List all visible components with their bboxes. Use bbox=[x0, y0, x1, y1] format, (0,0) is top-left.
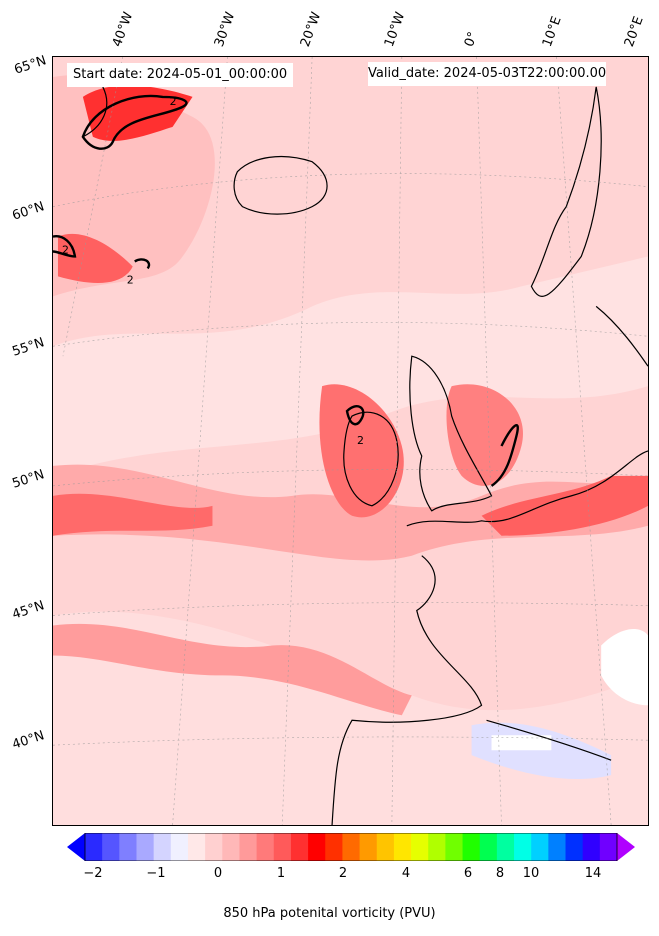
lon-label: 10°W bbox=[381, 10, 409, 49]
lat-label: 55°N bbox=[10, 335, 47, 360]
colorbar-tick: −2 bbox=[83, 866, 103, 881]
colorbar-cell bbox=[514, 833, 532, 861]
contour-label: 2 bbox=[170, 95, 177, 108]
lat-label: 65°N bbox=[12, 53, 49, 78]
colorbar-cell bbox=[445, 833, 464, 861]
lon-label: 20°E bbox=[621, 14, 647, 50]
colorbar-cell bbox=[256, 833, 275, 861]
colorbar-tick: −1 bbox=[146, 866, 166, 881]
lat-label: 40°N bbox=[10, 728, 47, 753]
colorbar-tick: 2 bbox=[338, 866, 348, 881]
colorbar-cell bbox=[102, 833, 120, 861]
colorbar-cell bbox=[496, 833, 515, 861]
colorbar-cell bbox=[531, 833, 549, 861]
colorbar-cell bbox=[187, 833, 206, 861]
colorbar-cell bbox=[325, 833, 343, 861]
lon-label: 30°W bbox=[211, 10, 239, 49]
colorbar-extend-min bbox=[67, 833, 85, 861]
colorbar-cell bbox=[222, 833, 240, 861]
colorbar-tick: 14 bbox=[584, 866, 602, 881]
colorbar-tick: 8 bbox=[495, 866, 505, 881]
valid-date-label: Valid_date: 2024-05-03T22:00:00.00 bbox=[368, 62, 607, 86]
start-date-label: Start date: 2024-05-01_00:00:00 bbox=[67, 63, 294, 87]
lat-label: 60°N bbox=[10, 199, 47, 224]
colorbar-tick: 10 bbox=[522, 866, 540, 881]
colorbar-tick: 6 bbox=[463, 866, 473, 881]
colorbar-cell bbox=[85, 833, 103, 861]
pv-field: 2 2 2 2 bbox=[53, 57, 648, 825]
colorbar-cell bbox=[393, 833, 412, 861]
lon-label: 40°W bbox=[109, 10, 137, 49]
colorbar-cell bbox=[479, 833, 498, 861]
colorbar-cell bbox=[582, 833, 601, 861]
colorbar-cell bbox=[290, 833, 309, 861]
colorbar-ticks: −2 −1 0 1 2 4 6 8 10 14 bbox=[0, 866, 659, 886]
colorbar-cell bbox=[239, 833, 258, 861]
colorbar-tick: 1 bbox=[276, 866, 286, 881]
colorbar-cell bbox=[273, 833, 292, 861]
contour-label: 2 bbox=[357, 434, 364, 447]
lon-label: 10°E bbox=[539, 14, 565, 50]
colorbar-cell bbox=[599, 833, 618, 861]
lat-label: 50°N bbox=[10, 467, 47, 492]
colorbar-tick: 4 bbox=[401, 866, 411, 881]
colorbar-cell bbox=[136, 833, 155, 861]
colorbar bbox=[67, 833, 635, 861]
colorbar-cell bbox=[119, 833, 137, 861]
lat-label: 45°N bbox=[10, 598, 47, 623]
lon-label: 20°W bbox=[297, 10, 325, 49]
colorbar-label: 850 hPa potenital vorticity (PVU) bbox=[223, 906, 436, 921]
colorbar-cell bbox=[308, 833, 326, 861]
contour-label: 2 bbox=[62, 243, 69, 256]
colorbar-cell bbox=[342, 833, 361, 861]
colorbar-cell bbox=[205, 833, 223, 861]
contour-label: 2 bbox=[127, 273, 134, 286]
colorbar-extend-max bbox=[617, 833, 635, 861]
pv-map: 2 2 2 2 Start date: 2024-05-01_00:00:00 bbox=[52, 56, 649, 826]
colorbar-cell bbox=[170, 833, 189, 861]
colorbar-cell bbox=[548, 833, 567, 861]
colorbar-cell bbox=[359, 833, 378, 861]
lon-label: 0° bbox=[461, 29, 482, 49]
colorbar-cell bbox=[411, 833, 429, 861]
colorbar-tick: 0 bbox=[213, 866, 223, 881]
colorbar-cell bbox=[428, 833, 446, 861]
colorbar-cell bbox=[462, 833, 481, 861]
colorbar-cell bbox=[565, 833, 584, 861]
colorbar-cell bbox=[153, 833, 172, 861]
colorbar-cell bbox=[376, 833, 395, 861]
